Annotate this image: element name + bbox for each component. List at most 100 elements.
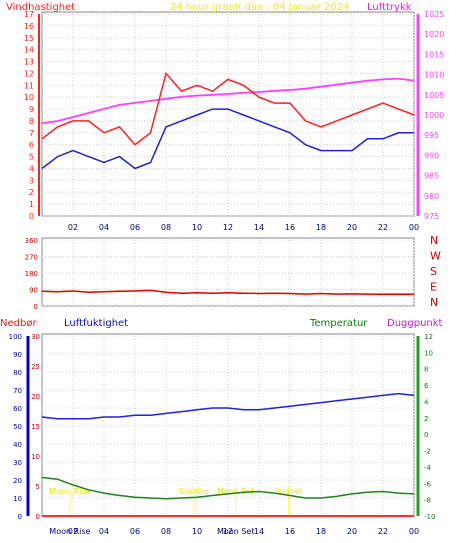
- direction-tick-label: 90: [29, 287, 38, 295]
- right-tick-label: 995: [424, 131, 439, 140]
- compass-label: W: [430, 250, 441, 263]
- left-tick-label: 0: [29, 212, 34, 221]
- left-tick-label: 8: [29, 117, 34, 126]
- humidity-tick-label: 0: [36, 513, 40, 521]
- panel-wind-right-ticks: 975 980 985 990 995 1000 1005 1010 1015 1020 1025: [424, 10, 444, 221]
- humidity-tick-label: 5: [36, 483, 40, 491]
- precip-tick-label: 100: [9, 333, 22, 341]
- direction-tick-label: 360: [25, 237, 38, 245]
- x-tick-label: 12: [223, 223, 233, 232]
- x-tick-label: 10: [192, 223, 202, 232]
- temp-tick-label: 2: [424, 415, 428, 423]
- panel-humidity-series: [41, 392, 415, 517]
- right-tick-label: 1005: [424, 91, 444, 100]
- x-tick-label: 14: [254, 527, 264, 536]
- x-tick-label: 00: [409, 527, 419, 536]
- compass-label: S: [430, 265, 437, 278]
- direction-tick-label: 0: [34, 303, 38, 311]
- panel-direction-left-ticks: 0 90 180 270 360: [25, 237, 38, 311]
- left-tick-label: 16: [24, 22, 34, 31]
- humidity-line: [41, 392, 415, 420]
- temp-tick-label: -8: [424, 497, 431, 505]
- precip-label: Nedbør: [0, 318, 37, 329]
- left-tick-label: 10: [24, 93, 34, 102]
- temp-tick-label: 0: [424, 431, 428, 439]
- event-label: Sunrise: [179, 487, 209, 496]
- panel-direction-grid: [42, 239, 415, 307]
- compass-label: E: [430, 281, 437, 294]
- x-tick-label: 12: [223, 527, 233, 536]
- compass-label: N: [430, 234, 438, 247]
- direction-tick-label: 270: [25, 254, 38, 262]
- x-tick-label: 22: [378, 527, 388, 536]
- pressure-line: [41, 77, 415, 124]
- precip-axis-ticks: 0 10 20 30 40 50 60 70 80 90 100: [9, 333, 22, 521]
- wind-direction-line: [41, 289, 415, 296]
- x-tick-label: 04: [99, 223, 109, 232]
- humidity-tick-label: 25: [31, 363, 40, 371]
- precip-tick-label: 0: [18, 513, 22, 521]
- humidity-tick-label: 10: [31, 453, 40, 461]
- right-tick-label: 1000: [424, 111, 444, 120]
- sun-moon-events: Moon Rise Sunrise Moon Set Sunset: [49, 486, 302, 516]
- panel-humidity-frame: [41, 333, 415, 517]
- panel-wind-grid: [42, 13, 415, 217]
- temp-tick-label: 10: [424, 349, 433, 357]
- x-tick-label: 02: [68, 223, 78, 232]
- x-tick-label: 06: [130, 223, 140, 232]
- left-tick-label: 4: [29, 164, 34, 173]
- left-tick-label: 3: [29, 176, 34, 185]
- right-tick-label: 1010: [424, 71, 444, 80]
- dewpoint-label: Duggpunkt: [387, 318, 443, 329]
- x-tick-label: 20: [347, 223, 357, 232]
- precip-tick-label: 50: [13, 423, 22, 431]
- temperature-label: Temperatur: [309, 318, 368, 329]
- event-label: Moon Set: [217, 487, 254, 496]
- right-tick-label: 1025: [424, 10, 444, 19]
- temp-tick-label: 12: [424, 333, 433, 341]
- left-tick-label: 2: [29, 188, 34, 197]
- precip-tick-label: 10: [13, 495, 22, 503]
- temp-tick-label: 4: [424, 398, 429, 406]
- compass-label: N: [430, 296, 438, 309]
- direction-tick-label: 180: [25, 270, 38, 278]
- x-tick-label: 10: [192, 527, 202, 536]
- humidity-tick-label: 20: [31, 393, 40, 401]
- temperature-axis-ticks: -10 -8 -6 -4 -2 0 2 4 6 8 10 12: [424, 333, 435, 521]
- temp-tick-label: 8: [424, 366, 428, 374]
- x-tick-label: 16: [285, 223, 295, 232]
- x-tick-label: 08: [161, 527, 171, 536]
- precip-tick-label: 60: [13, 405, 22, 413]
- precip-tick-label: 90: [13, 351, 22, 359]
- wind-gust-line: [41, 108, 414, 170]
- panel-direction-frame: [41, 237, 415, 307]
- temp-tick-label: -2: [424, 448, 431, 456]
- precip-tick-label: 80: [13, 369, 22, 377]
- temp-tick-label: -6: [424, 480, 432, 488]
- event-label: Moon Rise: [49, 487, 90, 496]
- right-tick-label: 985: [424, 172, 439, 181]
- x-tick-label: 14: [254, 223, 264, 232]
- x-tick-label: 20: [347, 527, 357, 536]
- event-label: Sunset: [275, 487, 302, 496]
- humidity-label: Luftfuktighet: [64, 318, 128, 329]
- right-tick-label: 975: [424, 212, 439, 221]
- left-tick-label: 17: [24, 10, 34, 19]
- left-tick-label: 11: [24, 81, 34, 90]
- right-tick-label: 1020: [424, 30, 444, 39]
- left-tick-label: 14: [24, 46, 34, 55]
- panel-wind-x-ticks: 02 04 06 08 10 12 14 16 18 20 22 00: [68, 223, 419, 232]
- graph-title: 24 hour graph dae : 04 Januar 2024: [170, 2, 349, 13]
- x-tick-label: 22: [378, 223, 388, 232]
- x-tick-label: 18: [316, 527, 326, 536]
- left-tick-label: 1: [29, 200, 34, 209]
- right-tick-label: 990: [424, 151, 439, 160]
- wind-speed-line: [41, 71, 415, 146]
- x-tick-label: 18: [316, 223, 326, 232]
- temp-tick-label: -4: [424, 464, 432, 472]
- moon-rise-label: Moon Rise: [49, 527, 90, 536]
- temp-tick-label: 6: [424, 382, 429, 390]
- wind-speed-label: Vindhastighet: [6, 2, 75, 13]
